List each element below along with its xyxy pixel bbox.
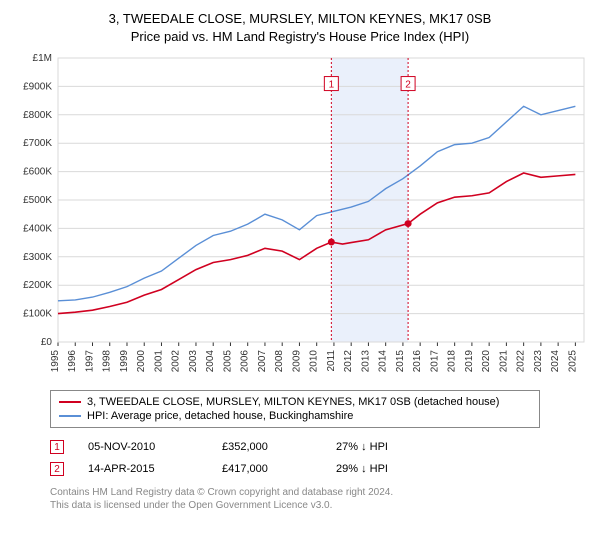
svg-text:£400K: £400K	[23, 224, 52, 235]
svg-text:2018: 2018	[447, 350, 458, 373]
legend: 3, TWEEDALE CLOSE, MURSLEY, MILTON KEYNE…	[50, 390, 540, 428]
chart-title: 3, TWEEDALE CLOSE, MURSLEY, MILTON KEYNE…	[10, 10, 590, 46]
svg-text:1999: 1999	[119, 350, 130, 373]
svg-text:2001: 2001	[153, 350, 164, 373]
attribution: Contains HM Land Registry data © Crown c…	[50, 486, 590, 512]
sale-marker: 2	[50, 462, 64, 476]
svg-text:£300K: £300K	[23, 252, 52, 263]
sale-marker: 1	[50, 440, 64, 454]
title-line1: 3, TWEEDALE CLOSE, MURSLEY, MILTON KEYNE…	[10, 10, 590, 28]
svg-text:2024: 2024	[550, 350, 561, 373]
title-line2: Price paid vs. HM Land Registry's House …	[10, 28, 590, 46]
sale-diff: 27% ↓ HPI	[336, 441, 426, 453]
sale-price: £352,000	[222, 441, 312, 453]
svg-text:1995: 1995	[50, 350, 61, 373]
svg-text:2009: 2009	[291, 350, 302, 373]
svg-text:2010: 2010	[309, 350, 320, 373]
legend-label: HPI: Average price, detached house, Buck…	[87, 410, 353, 422]
svg-text:2008: 2008	[274, 350, 285, 373]
svg-text:1: 1	[329, 80, 335, 91]
svg-text:£900K: £900K	[23, 82, 52, 93]
sale-date: 14-APR-2015	[88, 463, 198, 475]
svg-text:2017: 2017	[429, 350, 440, 373]
svg-text:2025: 2025	[567, 350, 578, 373]
svg-text:2021: 2021	[498, 350, 509, 373]
sale-diff: 29% ↓ HPI	[336, 463, 426, 475]
svg-text:2019: 2019	[464, 350, 475, 373]
svg-text:2015: 2015	[395, 350, 406, 373]
svg-text:2016: 2016	[412, 350, 423, 373]
sale-row: 1 05-NOV-2010 £352,000 27% ↓ HPI	[50, 436, 590, 458]
attribution-line1: Contains HM Land Registry data © Crown c…	[50, 486, 590, 499]
svg-text:2013: 2013	[360, 350, 371, 373]
legend-label: 3, TWEEDALE CLOSE, MURSLEY, MILTON KEYNE…	[87, 396, 499, 408]
svg-text:£500K: £500K	[23, 195, 52, 206]
attribution-line2: This data is licensed under the Open Gov…	[50, 499, 590, 512]
svg-text:1996: 1996	[67, 350, 78, 373]
sales-table: 1 05-NOV-2010 £352,000 27% ↓ HPI 2 14-APR-201…	[50, 436, 590, 480]
svg-text:2000: 2000	[136, 350, 147, 373]
price-chart: £0 £100K £200K £300K £400K £500K £600K £700K £80…	[10, 52, 590, 382]
svg-text:2020: 2020	[481, 350, 492, 373]
svg-text:2012: 2012	[343, 350, 354, 373]
svg-text:2023: 2023	[533, 350, 544, 373]
legend-swatch	[59, 401, 81, 403]
svg-text:1998: 1998	[102, 350, 113, 373]
svg-text:£1M: £1M	[33, 53, 52, 64]
svg-text:2006: 2006	[240, 350, 251, 373]
svg-text:2: 2	[405, 80, 411, 91]
svg-text:£700K: £700K	[23, 139, 52, 150]
svg-text:2003: 2003	[188, 350, 199, 373]
svg-text:2007: 2007	[257, 350, 268, 373]
svg-text:£800K: £800K	[23, 110, 52, 121]
svg-text:2002: 2002	[171, 350, 182, 373]
svg-text:2005: 2005	[222, 350, 233, 373]
svg-text:2022: 2022	[516, 350, 527, 373]
svg-text:£600K: £600K	[23, 167, 52, 178]
sale-date: 05-NOV-2010	[88, 441, 198, 453]
sale-row: 2 14-APR-2015 £417,000 29% ↓ HPI	[50, 458, 590, 480]
svg-text:2011: 2011	[326, 350, 337, 372]
svg-text:£200K: £200K	[23, 281, 52, 292]
svg-text:1997: 1997	[84, 350, 95, 373]
legend-item: HPI: Average price, detached house, Buck…	[59, 409, 531, 423]
sale-price: £417,000	[222, 463, 312, 475]
legend-item: 3, TWEEDALE CLOSE, MURSLEY, MILTON KEYNE…	[59, 395, 531, 409]
svg-text:£0: £0	[41, 337, 53, 348]
svg-text:2014: 2014	[378, 350, 389, 373]
svg-text:£100K: £100K	[23, 309, 52, 320]
legend-swatch	[59, 415, 81, 417]
svg-text:2004: 2004	[205, 350, 216, 373]
